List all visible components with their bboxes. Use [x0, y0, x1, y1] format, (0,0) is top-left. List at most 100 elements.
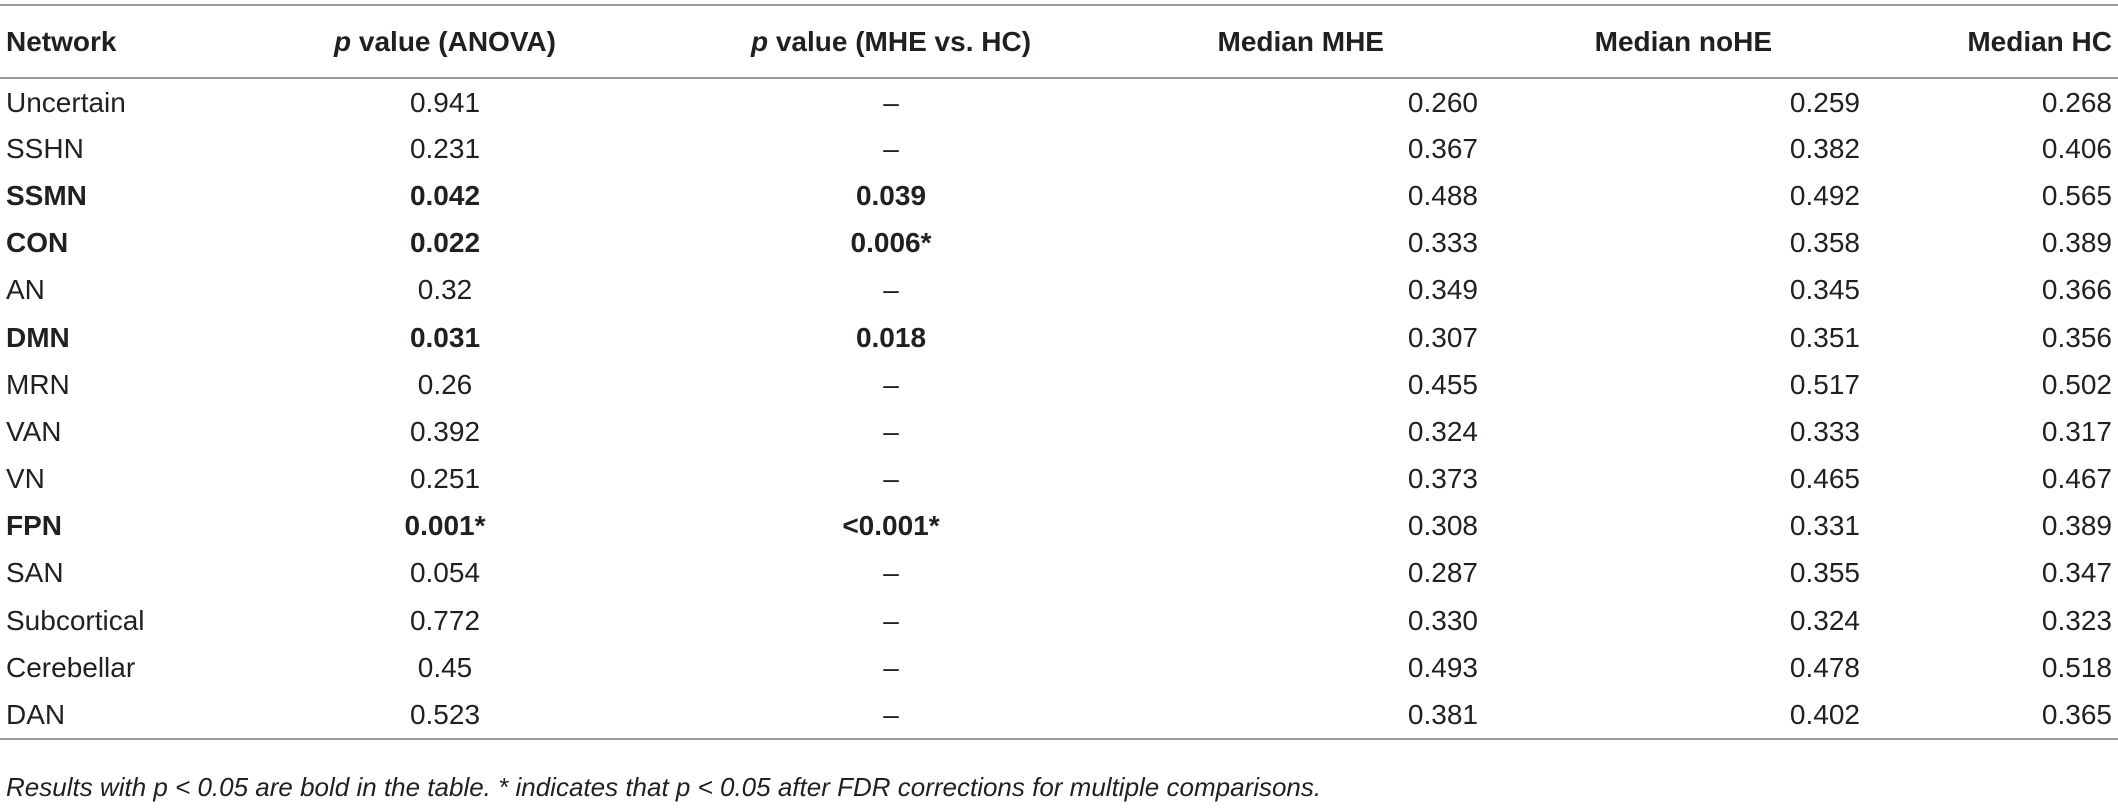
table-row: Cerebellar 0.45 – 0.493 0.478 0.518	[0, 644, 2118, 691]
cell-network: Cerebellar	[6, 651, 136, 683]
cell-p-mhe-hc: –	[654, 691, 1128, 740]
cell-median-hc: 0.323	[2041, 604, 2112, 636]
table-row: Uncertain 0.941 – 0.260 0.259 0.268	[0, 78, 2118, 125]
cell-median-hc: 0.502	[2041, 368, 2112, 400]
cell-p-mhe-hc: –	[883, 651, 899, 683]
cell-median-nohe: 0.465	[1789, 463, 1860, 495]
cell-median-nohe: 0.355	[1789, 557, 1860, 589]
cell-p-anova: 0.523	[236, 691, 654, 740]
cell-p-anova: 0.32	[417, 274, 473, 306]
header-p-mhe-hc: p value (MHE vs. HC)	[654, 4, 1128, 79]
cell-median-hc: 0.389	[2041, 227, 2112, 259]
cell-p-mhe-hc: –	[883, 463, 899, 495]
cell-median-nohe: 0.324	[1789, 604, 1860, 636]
cell-median-mhe: 0.349	[1407, 274, 1478, 306]
cell-network: FPN	[6, 510, 62, 542]
header-p-anova-label: value (ANOVA)	[351, 25, 556, 57]
table-row: Subcortical 0.772 – 0.330 0.324 0.323	[0, 597, 2118, 644]
cell-median-hc: 0.356	[2041, 321, 2112, 353]
cell-median-mhe: 0.330	[1407, 604, 1478, 636]
table-header-row: Network p value (ANOVA) p value (MHE vs.…	[0, 4, 2118, 79]
results-table: Network p value (ANOVA) p value (MHE vs.…	[0, 4, 2118, 740]
header-median-nohe: Median noHE	[1484, 4, 1866, 79]
cell-network: SAN	[6, 557, 64, 589]
table-body: Uncertain 0.941 – 0.260 0.259 0.268 SSHN 0.231 –…	[0, 78, 2118, 740]
cell-network: Uncertain	[6, 87, 126, 119]
table-row: AN 0.32 – 0.349 0.345 0.366	[0, 267, 2118, 314]
cell-p-mhe-hc: –	[883, 132, 899, 164]
table-row: VN 0.251 – 0.373 0.465 0.467	[0, 456, 2118, 503]
cell-median-nohe: 0.492	[1789, 179, 1860, 211]
cell-median-mhe: 0.455	[1407, 368, 1478, 400]
cell-p-anova: 0.45	[417, 651, 473, 683]
header-median-nohe-label: Median noHE	[1594, 25, 1772, 57]
cell-median-mhe: 0.367	[1407, 132, 1478, 164]
cell-p-anova: 0.392	[409, 415, 481, 447]
cell-median-nohe: 0.259	[1789, 87, 1860, 119]
cell-p-mhe-hc: –	[883, 368, 899, 400]
cell-network: Subcortical	[6, 604, 145, 636]
cell-median-mhe: 0.488	[1407, 179, 1478, 211]
cell-network: DMN	[6, 321, 70, 353]
cell-median-nohe: 0.333	[1789, 415, 1860, 447]
cell-p-mhe-hc: –	[883, 87, 899, 119]
cell-median-mhe: 0.493	[1407, 651, 1478, 683]
cell-median-mhe: 0.307	[1407, 321, 1478, 353]
header-median-hc: Median HC	[1866, 4, 2118, 79]
cell-network: DAN	[0, 691, 236, 740]
header-p-anova: p value (ANOVA)	[236, 4, 654, 79]
cell-median-mhe: 0.308	[1407, 510, 1478, 542]
cell-median-mhe: 0.260	[1407, 87, 1478, 119]
table-row: VAN 0.392 – 0.324 0.333 0.317	[0, 408, 2118, 455]
cell-median-nohe: 0.478	[1789, 651, 1860, 683]
cell-p-mhe-hc: <0.001*	[842, 510, 940, 542]
cell-network: SSMN	[6, 179, 87, 211]
header-network-label: Network	[6, 25, 117, 57]
cell-median-hc: 0.406	[2041, 132, 2112, 164]
cell-p-mhe-hc: –	[883, 557, 899, 589]
cell-median-nohe: 0.517	[1789, 368, 1860, 400]
cell-median-hc: 0.366	[2041, 274, 2112, 306]
table-footnote: Results with p < 0.05 are bold in the ta…	[6, 772, 1322, 802]
cell-median-hc: 0.347	[2041, 557, 2112, 589]
header-p-anova-symbol: p	[334, 25, 352, 57]
table-row: SSHN 0.231 – 0.367 0.382 0.406	[0, 125, 2118, 172]
table-row: DAN 0.523–0.381 0.402 0.365	[0, 691, 2118, 740]
cell-median-hc: 0.268	[2041, 87, 2112, 119]
cell-median-nohe: 0.358	[1789, 227, 1860, 259]
table-row: MRN 0.26 – 0.455 0.517 0.502	[0, 361, 2118, 408]
header-median-mhe-label: Median MHE	[1217, 25, 1384, 57]
cell-median-mhe: 0.373	[1407, 463, 1478, 495]
cell-p-mhe-hc: 0.039	[855, 179, 927, 211]
header-p-mhe-label: value (MHE vs. HC)	[768, 25, 1032, 57]
cell-p-anova: 0.772	[409, 604, 481, 636]
cell-p-anova: 0.251	[409, 463, 481, 495]
table-row: SSMN 0.042 0.039 0.488 0.492 0.565	[0, 172, 2118, 219]
cell-network: VAN	[6, 415, 62, 447]
cell-p-anova: 0.031	[409, 321, 481, 353]
table-row: SAN 0.054 – 0.287 0.355 0.347	[0, 550, 2118, 597]
cell-p-anova: 0.26	[417, 368, 473, 400]
cell-median-hc: 0.518	[2041, 651, 2112, 683]
cell-network: SSHN	[6, 132, 84, 164]
cell-median-hc: 0.389	[2041, 510, 2112, 542]
cell-network: MRN	[6, 368, 70, 400]
cell-median-mhe: 0.381	[1128, 691, 1484, 740]
cell-median-mhe: 0.287	[1407, 557, 1478, 589]
cell-network: VN	[6, 463, 45, 495]
table-row: CON 0.022 0.006* 0.333 0.358 0.389	[0, 220, 2118, 267]
cell-p-mhe-hc: 0.018	[855, 321, 927, 353]
cell-median-nohe: 0.331	[1789, 510, 1860, 542]
cell-p-anova: 0.231	[409, 132, 481, 164]
cell-median-nohe: 0.345	[1789, 274, 1860, 306]
cell-p-anova: 0.022	[409, 227, 481, 259]
table-row: FPN 0.001* <0.001* 0.308 0.331 0.389	[0, 503, 2118, 550]
cell-median-hc: 0.317	[2041, 415, 2112, 447]
cell-p-mhe-hc: –	[883, 604, 899, 636]
cell-p-mhe-hc: –	[883, 274, 899, 306]
cell-median-nohe: 0.351	[1789, 321, 1860, 353]
cell-median-nohe: 0.402	[1484, 691, 1866, 740]
cell-network: CON	[6, 227, 69, 259]
header-median-hc-label: Median HC	[1967, 25, 2112, 57]
